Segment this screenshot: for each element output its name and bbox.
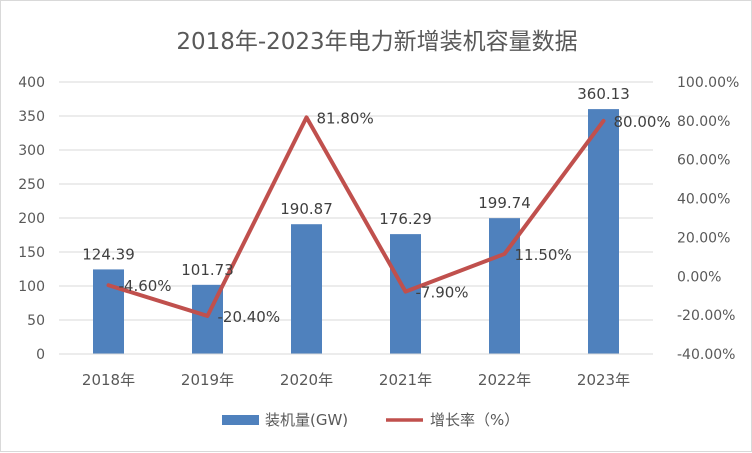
y-left-tick-label: 150 (18, 245, 45, 261)
growth-value-label: 80.00% (614, 113, 671, 131)
x-tick-label: 2018年 (82, 371, 135, 389)
growth-value-label: 11.50% (515, 246, 572, 264)
y-left-tick-label: 400 (18, 75, 45, 91)
growth-point (206, 314, 209, 318)
y-right-tick-label: 0.00% (677, 269, 721, 285)
bar (588, 109, 619, 354)
bar-value-label: 190.87 (280, 200, 333, 218)
growth-point (305, 115, 308, 119)
x-tick-label: 2019年 (181, 371, 234, 389)
bar (390, 234, 421, 354)
x-tick-label: 2022年 (478, 371, 531, 389)
bar-series (93, 109, 619, 354)
bar-value-label: 101.73 (181, 261, 234, 279)
y-left-tick-label: 250 (18, 177, 45, 193)
x-tick-label: 2023年 (577, 371, 630, 389)
y-right-tick-label: -40.00% (677, 347, 735, 363)
y-right-tick-label: 60.00% (677, 153, 730, 169)
growth-value-label: 81.80% (317, 109, 374, 127)
growth-point (503, 252, 506, 256)
bar-value-label: 360.13 (577, 85, 630, 103)
line-series (106, 115, 606, 318)
legend-bar-label: 装机量(GW) (265, 411, 348, 429)
bar-value-label: 199.74 (478, 194, 531, 212)
x-tick-label: 2021年 (379, 371, 432, 389)
growth-value-label: -4.60% (119, 277, 172, 295)
legend-line-label: 增长率（%） (430, 411, 519, 429)
y-left-tick-label: 0 (36, 347, 45, 363)
growth-point (107, 283, 110, 287)
legend: 装机量(GW) 增长率（%） (222, 411, 519, 429)
growth-point (602, 119, 605, 123)
grid-layer (59, 81, 653, 321)
growth-point (404, 290, 407, 294)
bar (291, 224, 322, 354)
growth-value-label: -20.40% (218, 308, 281, 326)
chart-title: 2018年-2023年电力新增装机容量数据 (176, 29, 577, 55)
y-right-tick-label: -20.00% (677, 308, 735, 324)
data-labels: 124.39 101.73 190.87 176.29 199.74 360.13 -4.6… (82, 85, 670, 326)
y-left-tick-label: 200 (18, 211, 45, 227)
y-right-tick-label: 20.00% (677, 230, 730, 246)
y-right-tick-label: 80.00% (677, 114, 730, 130)
axes: 0 50 100 150 200 250 300 350 400 -40.00% -20.00% 0.… (18, 75, 739, 389)
growth-line (106, 115, 606, 318)
y-left-tick-label: 50 (27, 313, 45, 329)
y-left-tick-label: 300 (18, 143, 45, 159)
x-tick-label: 2020年 (280, 371, 333, 389)
y-right-tick-label: 40.00% (677, 192, 730, 208)
y-left-tick-label: 100 (18, 279, 45, 295)
bar-value-label: 176.29 (379, 210, 432, 228)
y-left-tick-label: 350 (18, 109, 45, 125)
legend-bar-swatch (222, 415, 259, 425)
bar-value-label: 124.39 (82, 245, 135, 263)
growth-value-label: -7.90% (416, 284, 469, 302)
y-right-tick-label: 100.00% (677, 75, 739, 91)
